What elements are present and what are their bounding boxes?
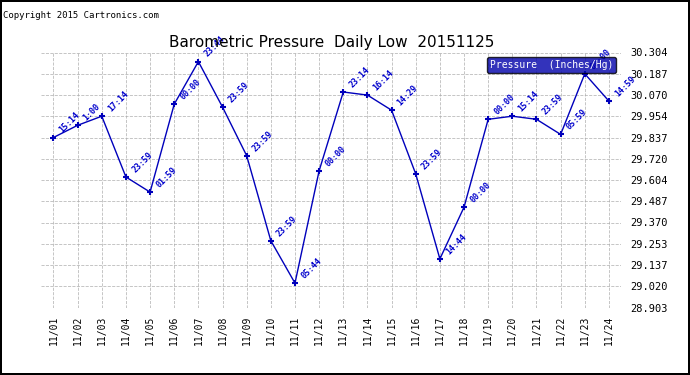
- Text: 15:14: 15:14: [517, 89, 540, 113]
- Text: 01:59: 01:59: [155, 165, 178, 189]
- Text: 00:00: 00:00: [324, 144, 347, 168]
- Text: 23:59: 23:59: [420, 147, 444, 171]
- Text: 14:44: 14:44: [444, 232, 468, 256]
- Text: 23:59: 23:59: [275, 214, 299, 238]
- Text: 23:44: 23:44: [203, 35, 226, 59]
- Text: 00:00: 00:00: [469, 180, 492, 204]
- Text: 23:59: 23:59: [130, 150, 154, 174]
- Text: 14:59: 14:59: [613, 74, 637, 98]
- Text: 15:14: 15:14: [58, 111, 81, 135]
- Text: Copyright 2015 Cartronics.com: Copyright 2015 Cartronics.com: [3, 11, 159, 20]
- Text: 1:00: 1:00: [82, 102, 102, 123]
- Text: 23:59: 23:59: [251, 129, 275, 153]
- Text: 16:14: 16:14: [372, 68, 395, 92]
- Text: 05:44: 05:44: [299, 256, 323, 280]
- Text: 00:00: 00:00: [589, 47, 613, 71]
- Text: 23:59: 23:59: [227, 80, 250, 104]
- Title: Barometric Pressure  Daily Low  20151125: Barometric Pressure Daily Low 20151125: [168, 35, 494, 50]
- Text: 23:14: 23:14: [348, 65, 371, 89]
- Legend: Pressure  (Inches/Hg): Pressure (Inches/Hg): [487, 57, 616, 73]
- Text: 00:00: 00:00: [179, 77, 202, 101]
- Text: 17:14: 17:14: [106, 89, 130, 113]
- Text: 05:59: 05:59: [565, 108, 589, 132]
- Text: 00:00: 00:00: [493, 93, 516, 117]
- Text: 14:29: 14:29: [396, 83, 420, 107]
- Text: 23:59: 23:59: [541, 93, 564, 117]
